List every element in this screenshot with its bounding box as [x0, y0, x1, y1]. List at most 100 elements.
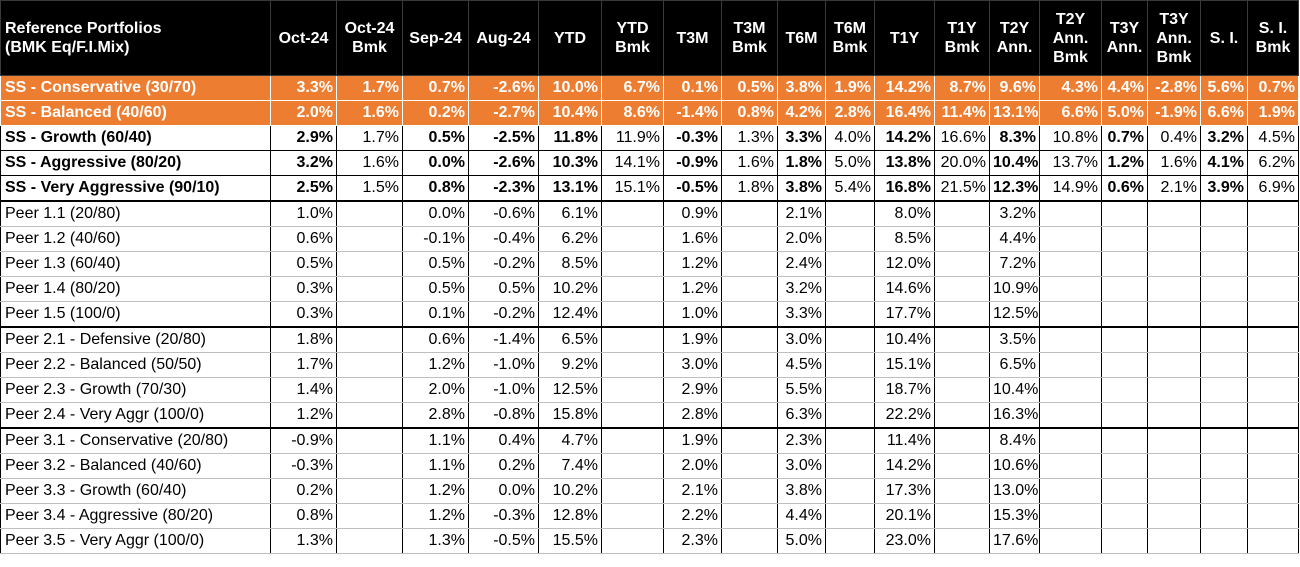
return-value-cell: 5.0%: [825, 150, 875, 176]
return-value-cell: 6.5%: [989, 352, 1040, 378]
return-value-cell: [1200, 200, 1248, 227]
return-value-cell: [1200, 427, 1248, 454]
return-value-cell: [1147, 478, 1201, 504]
return-value-cell: 0.0%: [468, 478, 539, 504]
column-header-line: S. I.: [1209, 29, 1239, 47]
return-value-cell: 10.0%: [538, 75, 602, 101]
return-value-cell: 2.9%: [663, 377, 722, 403]
return-value-cell: [1039, 503, 1102, 529]
column-header: S. I.: [1200, 0, 1248, 76]
return-value-cell: [934, 301, 990, 328]
return-value-cell: 2.3%: [663, 528, 722, 554]
return-value-cell: [336, 503, 403, 529]
return-value-cell: 6.1%: [538, 200, 602, 227]
return-value-cell: [1200, 276, 1248, 302]
return-value-cell: 4.3%: [1039, 75, 1102, 101]
return-value-cell: 6.6%: [1039, 100, 1102, 126]
column-header: Aug-24: [468, 0, 539, 76]
return-value-cell: [1101, 377, 1148, 403]
portfolio-name-cell: SS - Growth (60/40): [0, 125, 271, 151]
return-value-cell: 14.1%: [601, 150, 664, 176]
return-value-cell: [1039, 427, 1102, 454]
column-header-line: T6M: [785, 29, 818, 47]
table-row: Peer 3.2 - Balanced (40/60) -0.3% 1.1% 0.2%…: [0, 453, 1299, 479]
return-value-cell: 1.7%: [336, 75, 403, 101]
return-value-cell: [825, 200, 875, 227]
table-row: Peer 1.2 (40/60) 0.6% -0.1% -0.4% 6.2% 1.6% 2.…: [0, 226, 1299, 252]
return-value-cell: [934, 200, 990, 227]
return-value-cell: [1200, 402, 1248, 429]
return-value-cell: -0.4%: [468, 226, 539, 252]
return-value-cell: [1039, 402, 1102, 429]
column-header: T6M: [777, 0, 826, 76]
return-value-cell: 1.7%: [336, 125, 403, 151]
return-value-cell: 10.2%: [538, 276, 602, 302]
return-value-cell: 1.3%: [270, 528, 337, 554]
return-value-cell: 9.2%: [538, 352, 602, 378]
return-value-cell: 1.3%: [402, 528, 469, 554]
return-value-cell: [1101, 478, 1148, 504]
portfolio-name-cell: Peer 2.1 - Defensive (20/80): [0, 326, 271, 353]
return-value-cell: 3.8%: [777, 478, 826, 504]
portfolio-name-cell: Peer 2.2 - Balanced (50/50): [0, 352, 271, 378]
return-value-cell: [1039, 301, 1102, 328]
return-value-cell: 2.8%: [825, 100, 875, 126]
return-value-cell: 12.8%: [538, 503, 602, 529]
return-value-cell: 5.5%: [777, 377, 826, 403]
return-value-cell: 3.2%: [989, 200, 1040, 227]
column-header-line: Oct-24: [344, 20, 395, 37]
return-value-cell: 0.7%: [1247, 75, 1299, 101]
return-value-cell: [934, 453, 990, 479]
return-value-cell: [601, 200, 664, 227]
return-value-cell: [336, 352, 403, 378]
column-header-line: T1Y: [889, 29, 920, 47]
return-value-cell: 18.7%: [874, 377, 935, 403]
return-value-cell: [336, 200, 403, 227]
return-value-cell: 10.6%: [989, 453, 1040, 479]
return-value-cell: [934, 251, 990, 277]
return-value-cell: [1147, 301, 1201, 328]
column-header-line: Bmk: [1053, 48, 1088, 66]
table-row: Peer 1.3 (60/40) 0.5% 0.5% -0.2% 8.5% 1.2% 2.4…: [0, 251, 1299, 277]
return-value-cell: 1.6%: [721, 150, 778, 176]
return-value-cell: [601, 226, 664, 252]
return-value-cell: 0.4%: [468, 427, 539, 454]
return-value-cell: [934, 478, 990, 504]
return-value-cell: [721, 226, 778, 252]
return-value-cell: [1247, 377, 1299, 403]
return-value-cell: 0.7%: [402, 75, 469, 101]
return-value-cell: 0.7%: [1101, 125, 1148, 151]
return-value-cell: [336, 453, 403, 479]
return-value-cell: 1.6%: [663, 226, 722, 252]
return-value-cell: 3.0%: [777, 453, 826, 479]
return-value-cell: 0.5%: [402, 276, 469, 302]
return-value-cell: [1101, 251, 1148, 277]
column-header: YTD: [538, 0, 602, 76]
return-value-cell: [1039, 377, 1102, 403]
portfolio-name-cell: Peer 1.4 (80/20): [0, 276, 271, 302]
return-value-cell: 1.4%: [270, 377, 337, 403]
return-value-cell: [1147, 326, 1201, 353]
column-header: T1Y: [874, 0, 935, 76]
return-value-cell: 10.4%: [874, 326, 935, 353]
return-value-cell: 15.1%: [601, 175, 664, 202]
return-value-cell: 1.2%: [663, 276, 722, 302]
return-value-cell: 0.2%: [270, 478, 337, 504]
return-value-cell: [1147, 352, 1201, 378]
return-value-cell: [601, 352, 664, 378]
return-value-cell: 0.5%: [402, 125, 469, 151]
return-value-cell: 8.3%: [989, 125, 1040, 151]
return-value-cell: [825, 301, 875, 328]
return-value-cell: 3.3%: [270, 75, 337, 101]
return-value-cell: [1247, 301, 1299, 328]
return-value-cell: [1101, 200, 1148, 227]
return-value-cell: [1101, 503, 1148, 529]
return-value-cell: 20.1%: [874, 503, 935, 529]
return-value-cell: 1.9%: [663, 427, 722, 454]
return-value-cell: 5.0%: [1101, 100, 1148, 126]
return-value-cell: 4.7%: [538, 427, 602, 454]
return-value-cell: [1247, 326, 1299, 353]
return-value-cell: 13.1%: [538, 175, 602, 202]
return-value-cell: [1147, 427, 1201, 454]
return-value-cell: [934, 528, 990, 554]
